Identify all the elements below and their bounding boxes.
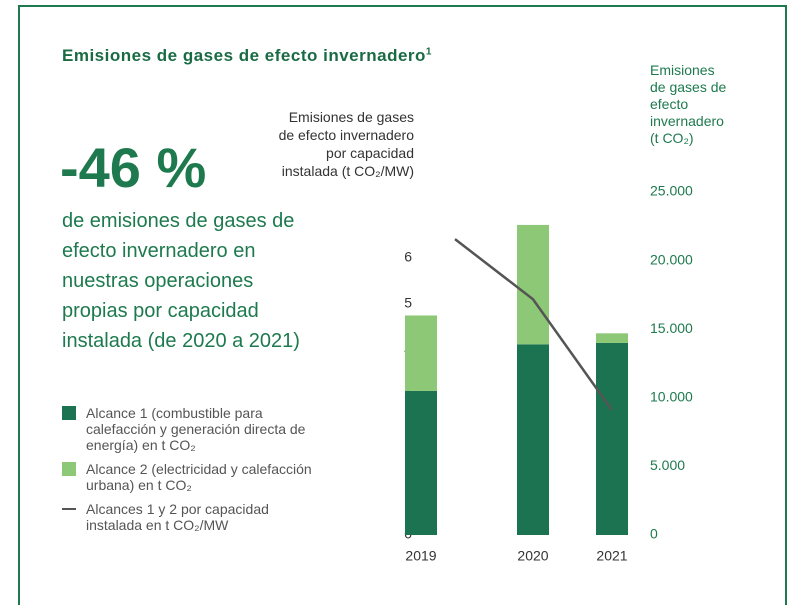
bar bbox=[596, 333, 628, 343]
legend-swatch bbox=[62, 508, 76, 510]
y2-tick-label: 25.000 bbox=[650, 183, 693, 199]
legend-item: Alcance 1 (combustible para calefacción … bbox=[62, 405, 322, 453]
y2-tick-label: 15.000 bbox=[650, 320, 693, 336]
y2-tick-label: 20.000 bbox=[650, 251, 693, 267]
frame bbox=[18, 5, 787, 7]
legend-swatch bbox=[62, 462, 76, 476]
y-axis-label: Emisiones de gases de efecto invernadero… bbox=[278, 109, 414, 179]
legend-label: Alcance 2 (electricidad y calefacción ur… bbox=[86, 461, 312, 493]
y2-tick-label: 0 bbox=[650, 526, 658, 542]
bar bbox=[517, 344, 549, 535]
frame bbox=[785, 5, 787, 605]
bar bbox=[517, 224, 549, 345]
x-tick-label: 2021 bbox=[596, 548, 627, 564]
legend-item: Alcance 2 (electricidad y calefacción ur… bbox=[62, 461, 322, 493]
legend-label: Alcances 1 y 2 por capacidad instalada e… bbox=[86, 501, 269, 533]
y2-tick-label: 5.000 bbox=[650, 457, 685, 473]
legend-label: Alcance 1 (combustible para calefacción … bbox=[86, 405, 306, 453]
title: Emisiones de gases de efecto invernadero… bbox=[62, 46, 432, 66]
legend: Alcance 1 (combustible para calefacción … bbox=[62, 405, 322, 541]
line bbox=[454, 238, 614, 411]
y2-axis-label: Emisiones de gases de efecto invernadero… bbox=[650, 62, 727, 146]
title-note: 1 bbox=[425, 46, 432, 58]
highlight-value: -46 % bbox=[60, 136, 207, 199]
bar bbox=[405, 390, 437, 535]
y-tick-label: 5 bbox=[404, 295, 412, 311]
y-tick-label: 6 bbox=[404, 248, 412, 264]
x-tick-label: 2019 bbox=[405, 548, 436, 564]
legend-item: Alcances 1 y 2 por capacidad instalada e… bbox=[62, 501, 322, 533]
frame bbox=[18, 5, 20, 605]
bar bbox=[405, 315, 437, 391]
highlight-text: de emisiones de gases de efecto invernad… bbox=[62, 210, 300, 352]
legend-swatch bbox=[62, 406, 76, 420]
x-tick-label: 2020 bbox=[517, 548, 548, 564]
title-text: Emisiones de gases de efecto invernadero bbox=[62, 46, 426, 65]
bar bbox=[596, 342, 628, 535]
y2-tick-label: 10.000 bbox=[650, 389, 693, 405]
